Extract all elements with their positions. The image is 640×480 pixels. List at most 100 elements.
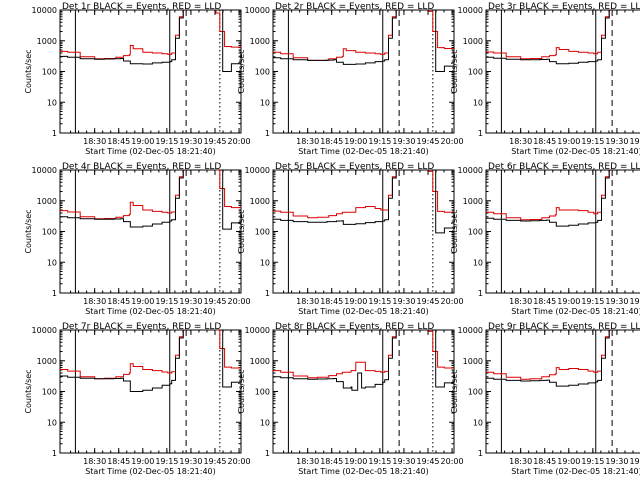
x-tick-label: 20:00 [441,137,464,146]
x-tick-label: 18:45 [107,457,130,466]
x-tick-label: 19:00 [344,457,367,466]
x-axis-label: Start Time (02-Dec-05 18:21:40) [511,307,640,316]
y-tick-label: 1 [478,129,483,138]
x-tick-label: 18:30 [296,137,319,146]
plot-frame [485,9,640,134]
y-tick-label: 10000 [32,6,57,15]
y-tick-label: 100 [42,228,57,237]
series-events-line [486,10,610,65]
plot-frame [485,329,640,454]
x-tick-label: 18:30 [509,457,532,466]
y-axis-label: Counts/sec [237,369,246,413]
x-tick-label: 19:00 [131,137,154,146]
y-tick-label: 100 [468,228,483,237]
y-tick-label: 1000 [463,197,483,206]
x-tick-label: 18:45 [320,137,343,146]
x-tick-label: 19:45 [203,457,226,466]
x-tick-label: 19:15 [368,297,391,306]
plot-frame [59,9,242,134]
x-tick-label: 19:15 [368,137,391,146]
x-tick-label: 20:00 [441,457,464,466]
y-tick-label: 10 [260,98,270,107]
y-tick-label: 10000 [32,326,57,335]
x-tick-label: 18:30 [509,137,532,146]
x-tick-label: 19:00 [344,137,367,146]
x-tick-label: 18:45 [533,137,556,146]
panel-title: Det 1r BLACK = Events, RED = LLD [62,2,221,12]
x-axis-label: Start Time (02-Dec-05 18:21:40) [298,307,429,316]
x-tick-label: 19:00 [557,137,580,146]
y-axis-label: Counts/sec [237,49,246,93]
detector-panel-4: Det 4r BLACK = Events, RED = LLD 1 10 100 10… [24,162,251,316]
y-tick-label: 1 [265,129,270,138]
x-tick-label: 19:00 [557,297,580,306]
detector-panel-6: Det 6r BLACK = Events, RED = LLD 1 10 100 10… [450,162,640,316]
y-axis-label: Counts/sec [450,49,459,93]
x-tick-label: 20:00 [228,297,251,306]
x-tick-label: 19:45 [203,297,226,306]
x-axis-label: Start Time (02-Dec-05 18:21:40) [298,467,429,476]
y-tick-label: 1 [265,449,270,458]
panel-title: Det 3r BLACK = Events, RED = LLD [488,2,640,12]
x-tick-label: 19:15 [581,457,604,466]
x-tick-label: 19:00 [344,297,367,306]
x-tick-label: 19:00 [131,457,154,466]
panel-title: Det 7r BLACK = Events, RED = LLD [62,322,221,332]
y-tick-label: 10000 [245,166,270,175]
x-tick-label: 19:15 [581,137,604,146]
series-events-line [273,330,454,391]
y-axis-label: Counts/sec [24,209,33,253]
y-tick-label: 10 [473,258,483,267]
panel-title: Det 5r BLACK = Events, RED = LLD [275,162,434,172]
x-tick-label: 19:15 [155,137,178,146]
series-lld-line [273,330,454,379]
x-tick-label: 18:45 [533,457,556,466]
y-tick-label: 10000 [245,326,270,335]
y-tick-label: 100 [468,388,483,397]
x-tick-label: 18:30 [296,457,319,466]
x-tick-label: 18:30 [509,297,532,306]
x-tick-label: 18:45 [533,297,556,306]
x-tick-label: 19:45 [629,457,640,466]
plot-frame [59,329,242,454]
y-tick-label: 1000 [250,197,270,206]
x-tick-label: 18:30 [296,297,319,306]
panel-title: Det 2r BLACK = Events, RED = LLD [275,2,434,12]
x-tick-label: 18:45 [320,297,343,306]
y-tick-label: 10 [473,418,483,427]
y-tick-label: 1 [52,129,57,138]
x-tick-label: 19:45 [416,457,439,466]
y-tick-label: 10 [47,98,57,107]
y-axis-label: Counts/sec [24,49,33,93]
series-events-line [273,10,454,72]
y-tick-label: 10 [260,258,270,267]
series-events-line [486,330,610,387]
detector-panel-5: Det 5r BLACK = Events, RED = LLD 1 10 100 10… [237,162,464,316]
detector-panel-8: Det 8r BLACK = Events, RED = LLD 1 10 100 10… [237,322,464,476]
x-tick-label: 19:00 [131,297,154,306]
y-tick-label: 10000 [32,166,57,175]
x-tick-label: 19:15 [581,297,604,306]
y-tick-label: 1000 [37,357,57,366]
y-tick-label: 100 [255,388,270,397]
plot-frame [59,169,242,294]
y-tick-label: 10000 [245,6,270,15]
detector-panel-3: Det 3r BLACK = Events, RED = LLD 1 10 100 10… [450,2,640,156]
series-lld-line [60,330,241,380]
y-tick-label: 10 [473,98,483,107]
x-tick-label: 19:45 [629,137,640,146]
x-tick-label: 18:45 [320,457,343,466]
panel-title: Det 8r BLACK = Events, RED = LLD [275,322,434,332]
x-tick-label: 19:30 [179,137,202,146]
x-tick-label: 18:30 [83,457,106,466]
x-tick-label: 19:30 [392,137,415,146]
series-lld-line [486,330,610,380]
y-tick-label: 10000 [458,6,483,15]
x-tick-label: 19:30 [605,137,628,146]
series-events-line [60,10,241,72]
y-tick-label: 10000 [458,326,483,335]
y-axis-label: Counts/sec [237,209,246,253]
y-tick-label: 1 [52,449,57,458]
series-lld-line [486,10,610,60]
y-tick-label: 10000 [458,166,483,175]
